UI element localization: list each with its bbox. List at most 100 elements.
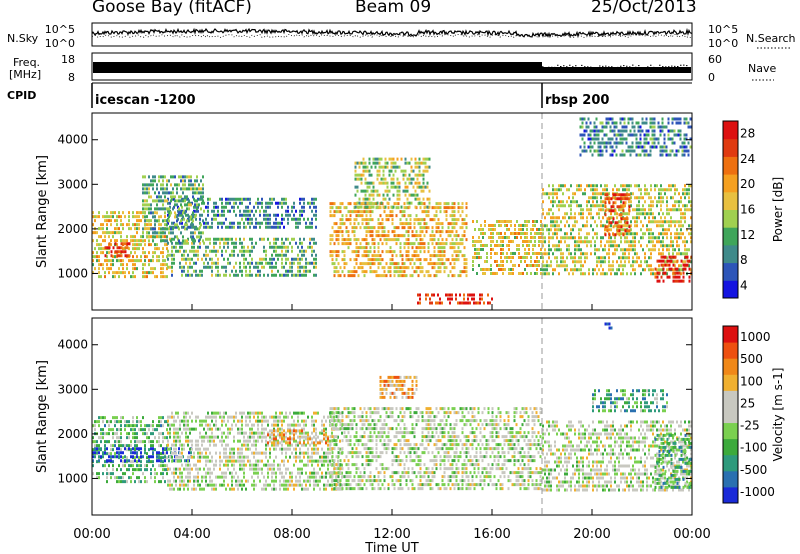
echo-cells-4-2 — [142, 175, 204, 243]
colorbar-segment-0-9 — [723, 121, 738, 140]
echo-cells-11-3 — [579, 117, 688, 157]
echo-cells-5-6 — [379, 375, 418, 399]
colorbar-segment-1-10 — [723, 326, 738, 343]
colorbar-tick-0-3: 16 — [740, 203, 755, 217]
echo-cells-12-7 — [419, 293, 489, 305]
echo-cells-6-6 — [360, 157, 429, 201]
ytick-label-1-3: 4000 — [57, 338, 88, 352]
colorbar-segment-0-0 — [723, 280, 738, 299]
echo-cells-8-5 — [542, 184, 692, 276]
colorbar-segment-1-3 — [723, 438, 738, 456]
echo-cells-7-2 — [592, 389, 664, 413]
echo-cells-2-5 — [169, 411, 343, 491]
colorbar-segment-0-1 — [723, 262, 738, 281]
colorbar-segment-1-1 — [723, 470, 738, 488]
nsky-tick-bottom: 10^0 — [45, 37, 75, 50]
echo-cells-0-5 — [92, 416, 168, 484]
ytick-label-0-0: 1000 — [57, 266, 88, 280]
echo-cells-1-3 — [134, 447, 136, 451]
nsky-trace — [91, 27, 693, 39]
nave-label: Nave — [748, 62, 777, 75]
echo-cells-0-5 — [92, 211, 168, 279]
echo-cells-12-9 — [417, 293, 493, 305]
ylabel-0: Slant Range [km] — [35, 155, 50, 268]
echo-cells-3-7 — [271, 429, 327, 445]
echo-cells-5-5 — [329, 202, 468, 278]
echo-cells-9-0 — [604, 322, 611, 330]
colorbar-segment-0-4 — [723, 209, 738, 228]
colorbar-segment-1-8 — [723, 358, 738, 375]
echo-cells-5-7 — [329, 202, 468, 278]
echo-cells-6-7 — [542, 420, 692, 492]
xtick-label-4: 16:00 — [473, 527, 510, 542]
echo-cells-5-7 — [379, 375, 418, 399]
colorbar-frame-0 — [722, 120, 739, 299]
colorbar-tick-0-1: 24 — [740, 152, 755, 166]
nsearch-tick-bottom: 10^0 — [708, 37, 738, 50]
echo-cells-8-2 — [656, 433, 693, 489]
panel-velocity-echoes — [92, 322, 693, 492]
colorbar-segment-0-3 — [723, 227, 738, 246]
cpid-segment-label-0: icescan -1200 — [95, 93, 196, 108]
echo-cells-1-9 — [104, 242, 131, 258]
station-title: Goose Bay (fitACF) — [92, 0, 252, 17]
colorbar-tick-0-5: 8 — [740, 253, 748, 267]
echo-cells-2-6 — [167, 411, 343, 491]
echo-cells-8-6 — [542, 184, 692, 276]
freq-band-scan2 — [542, 67, 691, 73]
colorbar-segment-0-6 — [723, 174, 738, 193]
xtick-label-5: 20:00 — [573, 527, 610, 542]
colorbar-segment-1-7 — [723, 374, 738, 391]
freq-band-scan1 — [93, 62, 542, 73]
colorbar-segment-1-9 — [723, 342, 738, 359]
colorbar-segment-1-2 — [723, 454, 738, 472]
echo-cells-7-4 — [472, 220, 542, 275]
ytick-label-0-2: 3000 — [57, 177, 88, 191]
xtick-label-0: 00:00 — [73, 527, 110, 542]
nsky-tick-top: 10^5 — [45, 23, 75, 36]
freq-label: Freq. — [13, 56, 41, 69]
echo-cells-3-3 — [167, 197, 317, 229]
echo-cells-10-8 — [654, 255, 693, 283]
cpid-segment-label-1: rbsp 200 — [545, 93, 609, 108]
echo-cells-4-7 — [331, 407, 542, 491]
colorbar-tick-1-4: -25 — [740, 419, 760, 433]
echo-cells-5-5 — [385, 375, 406, 395]
echo-cells-11-2 — [581, 117, 690, 157]
echo-cells-10-9 — [656, 255, 691, 283]
echo-cells-2-7 — [167, 411, 341, 491]
colorbar-segment-0-8 — [723, 138, 738, 157]
echo-cells-7-4 — [594, 389, 668, 413]
colorbar-tick-0-4: 12 — [740, 228, 755, 242]
ytick-label-1-2: 3000 — [57, 382, 88, 396]
colorbar-tick-1-1: 500 — [740, 352, 763, 366]
colorbar-segment-0-7 — [723, 156, 738, 175]
echo-cells-3-5 — [275, 429, 293, 433]
colorbar-segment-0-2 — [723, 244, 738, 264]
colorbar-tick-1-2: 100 — [740, 374, 763, 388]
nave-tick-top: 60 — [708, 53, 722, 66]
nsearch-tick-top: 10^5 — [708, 23, 738, 36]
colorbar-segment-0-5 — [723, 191, 738, 210]
echo-cells-2-4 — [167, 237, 313, 277]
beam-title: Beam 09 — [355, 0, 432, 17]
nsky-label: N.Sky — [7, 32, 39, 45]
echo-cells-1-0 — [92, 447, 192, 463]
echo-cells-11-4 — [581, 121, 692, 157]
echo-cells-4-5 — [329, 407, 542, 491]
colorbar-tick-1-3: 25 — [740, 396, 755, 410]
ytick-label-0-1: 2000 — [57, 222, 88, 236]
echo-cells-6-4 — [542, 420, 690, 492]
colorbar-tick-1-5: -100 — [740, 441, 767, 455]
nsky-panel-frame — [91, 22, 693, 47]
echo-cells-4-3 — [142, 175, 204, 243]
nave-tick-bottom: 0 — [708, 71, 715, 84]
echo-cells-9-9 — [604, 193, 631, 237]
echo-cells-0-6 — [92, 211, 168, 279]
echo-cells-7-5 — [592, 389, 668, 413]
colorbar-tick-0-2: 20 — [740, 177, 755, 191]
echo-cells-11-1 — [579, 117, 692, 157]
ytick-label-0-3: 4000 — [57, 133, 88, 147]
echo-cells-7-6 — [472, 220, 542, 275]
